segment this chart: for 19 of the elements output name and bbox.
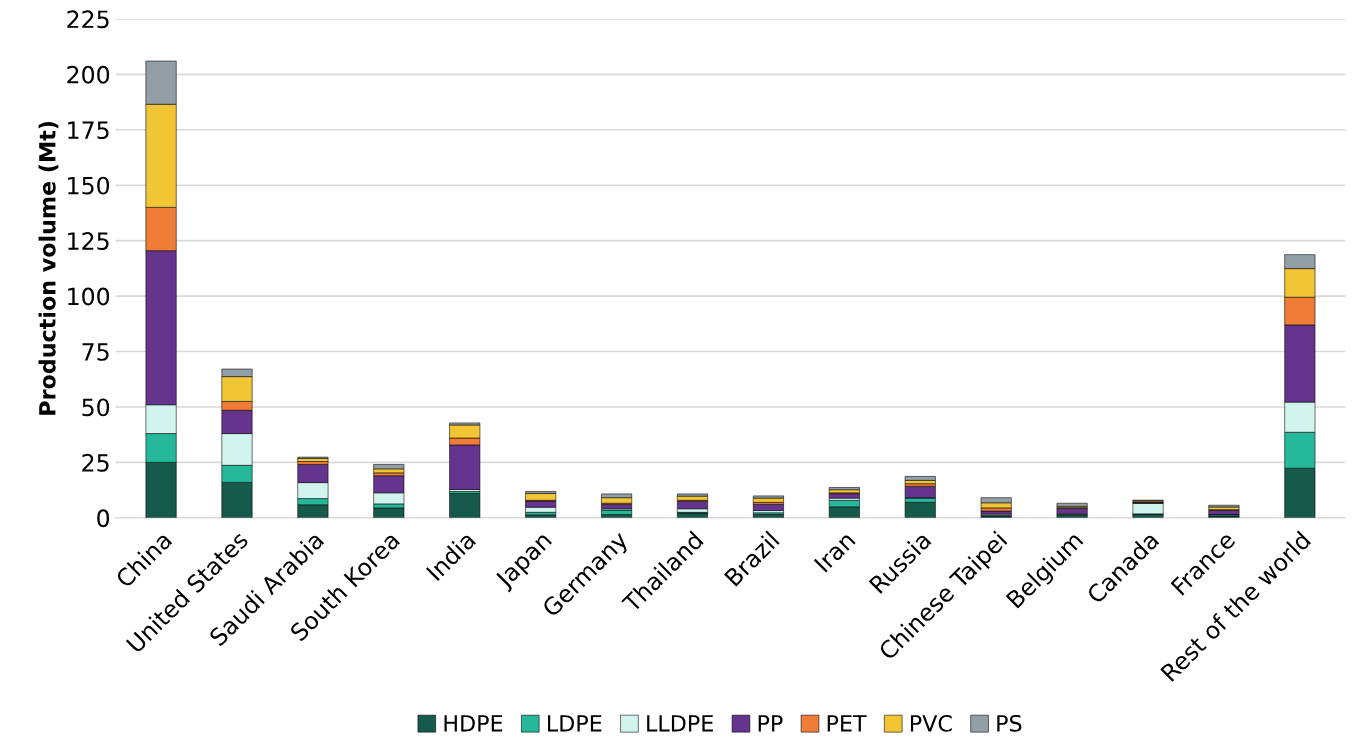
y-tick-label: 125 [68, 232, 109, 250]
y-tick-label: 75 [82, 343, 109, 361]
y-tick-label: 25 [82, 453, 109, 472]
y-axis-title: Production volume (Mt) [38, 121, 59, 415]
legend-label: LDPE [548, 715, 602, 732]
legend-label: HDPE [444, 715, 503, 732]
legend-label: LLDPE [647, 715, 713, 732]
y-tick-label: 150 [68, 176, 110, 195]
y-tick-label: 175 [68, 121, 109, 140]
x-tick-label: Iran [813, 530, 856, 573]
legend-label: PS [997, 714, 1022, 732]
y-tick-label: 100 [68, 287, 110, 306]
y-tick-label: 200 [67, 65, 110, 84]
y-tick-label: 0 [97, 509, 110, 528]
legend-label: PET [827, 715, 867, 732]
y-tick-label: 225 [67, 10, 109, 29]
legend-label: PVC [910, 714, 952, 732]
legend-label: PP [758, 715, 783, 732]
y-tick-label: 50 [82, 398, 110, 417]
